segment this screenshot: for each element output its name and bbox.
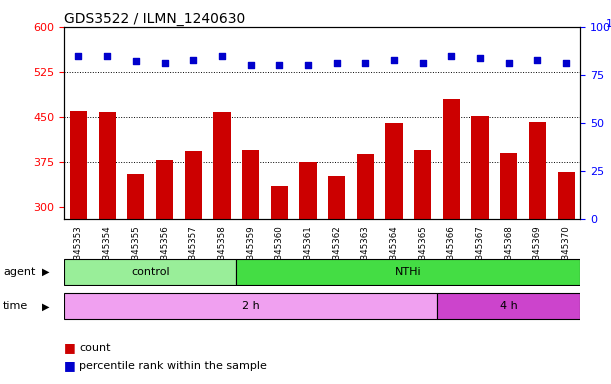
Bar [529, 122, 546, 219]
Bar [414, 150, 431, 219]
Text: time: time [3, 301, 28, 311]
Point [533, 56, 543, 63]
Point [159, 60, 169, 66]
Bar [156, 160, 173, 219]
Bar [437, 293, 580, 319]
Text: control: control [131, 266, 169, 277]
Bar [443, 99, 460, 219]
Bar [357, 154, 374, 219]
Bar [557, 172, 575, 219]
Text: ■: ■ [64, 359, 76, 372]
Point [303, 62, 313, 68]
Bar [64, 293, 437, 319]
Point [332, 60, 342, 66]
Bar [236, 259, 580, 285]
Text: percentile rank within the sample: percentile rank within the sample [79, 361, 267, 371]
Bar [299, 162, 316, 219]
Point [102, 53, 112, 59]
Point [360, 60, 370, 66]
Bar [70, 111, 87, 219]
Point [418, 60, 428, 66]
Point [504, 60, 514, 66]
Bar [185, 151, 202, 219]
Point [389, 56, 399, 63]
Bar [64, 259, 236, 285]
Point [475, 55, 485, 61]
Text: ▶: ▶ [42, 267, 49, 277]
Point [274, 62, 284, 68]
Text: 2 h: 2 h [242, 301, 260, 311]
Y-axis label: 100%: 100% [606, 19, 611, 29]
Bar [500, 153, 518, 219]
Bar [213, 112, 230, 219]
Point [131, 58, 141, 65]
Text: ▶: ▶ [42, 301, 49, 311]
Bar [242, 150, 259, 219]
Text: count: count [79, 343, 111, 353]
Text: GDS3522 / ILMN_1240630: GDS3522 / ILMN_1240630 [64, 12, 246, 26]
Bar [386, 123, 403, 219]
Point [217, 53, 227, 59]
Point [73, 53, 83, 59]
Text: ■: ■ [64, 341, 76, 354]
Bar [271, 186, 288, 219]
Point [246, 62, 255, 68]
Text: agent: agent [3, 267, 35, 277]
Bar [328, 175, 345, 219]
Point [562, 60, 571, 66]
Bar [472, 116, 489, 219]
Bar [127, 174, 144, 219]
Point [447, 53, 456, 59]
Bar [98, 112, 115, 219]
Point [188, 56, 198, 63]
Text: NTHi: NTHi [395, 266, 422, 277]
Text: 4 h: 4 h [500, 301, 518, 311]
